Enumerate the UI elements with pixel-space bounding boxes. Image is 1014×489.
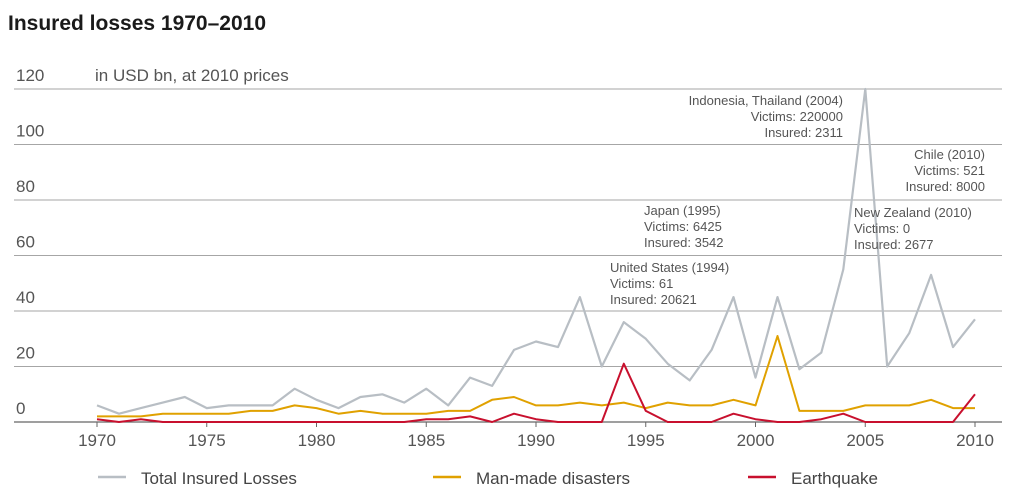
x-axis-ticks: 1970 1975 1980 1985 1990 1995 2000 2005 2010 xyxy=(78,422,994,450)
annotation-text: Japan (1995) xyxy=(644,203,721,218)
x-tick-label: 2000 xyxy=(737,431,775,450)
y-tick-label: 40 xyxy=(16,288,35,307)
annotation-text: Insured: 3542 xyxy=(644,235,724,250)
annotation-text: Insured: 2311 xyxy=(764,125,843,140)
annotations: Indonesia, Thailand (2004)Victims: 22000… xyxy=(610,93,985,307)
x-tick-label: 1995 xyxy=(627,431,665,450)
annotation-text: Victims: 220000 xyxy=(751,109,843,124)
y-tick-label: 20 xyxy=(16,344,35,363)
annotation-text: Victims: 6425 xyxy=(644,219,722,234)
legend-label: Earthquake xyxy=(791,469,878,488)
annotation-text: Victims: 61 xyxy=(610,276,673,291)
series-line-man-made-disasters xyxy=(97,335,975,418)
legend-label: Man-made disasters xyxy=(476,469,630,488)
chart-title: Insured losses 1970–2010 xyxy=(8,12,267,35)
x-tick-label: 1980 xyxy=(298,431,336,450)
series-line-total-insured-losses xyxy=(96,87,976,415)
x-tick-label: 1970 xyxy=(78,431,116,450)
y-tick-label: 60 xyxy=(16,233,35,252)
annotation-text: United States (1994) xyxy=(610,260,729,275)
y-tick-label: 0 xyxy=(16,399,25,418)
y-axis-unit-label: in USD bn, at 2010 prices xyxy=(95,66,289,85)
y-tick-label: 80 xyxy=(16,177,35,196)
series-lines xyxy=(96,87,976,423)
legend-label: Total Insured Losses xyxy=(141,469,297,488)
annotation-text: Indonesia, Thailand (2004) xyxy=(689,93,843,108)
annotation-text: Insured: 2677 xyxy=(854,237,934,252)
x-tick-label: 2010 xyxy=(956,431,994,450)
annotation-text: Victims: 521 xyxy=(914,163,985,178)
annotation-text: Insured: 8000 xyxy=(905,179,985,194)
x-tick-label: 1975 xyxy=(188,431,226,450)
y-tick-label: 120 xyxy=(16,66,44,85)
annotation-text: Victims: 0 xyxy=(854,221,910,236)
legend: Total Insured Losses Man-made disasters Ea… xyxy=(98,469,878,488)
x-tick-label: 2005 xyxy=(846,431,884,450)
annotation-text: Insured: 20621 xyxy=(610,292,697,307)
series-line-earthquake xyxy=(96,362,976,423)
annotation-text: New Zealand (2010) xyxy=(854,205,972,220)
y-tick-label: 100 xyxy=(16,122,44,141)
y-axis-ticks: 0 20 40 60 80 100 120 xyxy=(16,66,44,418)
annotation-text: Chile (2010) xyxy=(914,147,985,162)
gridlines xyxy=(14,88,1002,423)
x-tick-label: 1985 xyxy=(407,431,445,450)
x-tick-label: 1990 xyxy=(517,431,555,450)
